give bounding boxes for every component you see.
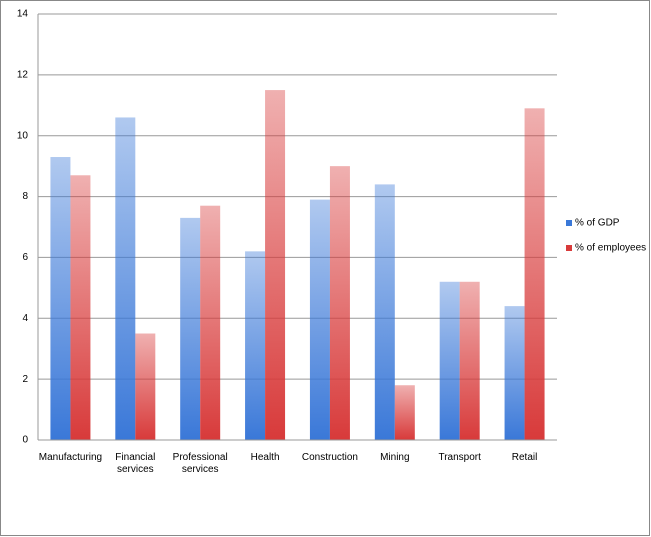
bar bbox=[329, 166, 350, 440]
x-tick-label: Transport bbox=[438, 452, 481, 463]
x-tick-label: Financial services bbox=[115, 452, 156, 475]
bar bbox=[374, 184, 395, 440]
y-tick-label: 2 bbox=[22, 374, 28, 385]
bar bbox=[309, 199, 330, 440]
legend-label: % of employees bbox=[575, 243, 646, 254]
legend-label: % of GDP bbox=[575, 218, 620, 229]
y-tick-label: 12 bbox=[17, 69, 29, 80]
bar bbox=[115, 117, 136, 440]
x-tick-label: Professional services bbox=[172, 452, 228, 475]
y-tick-label: 8 bbox=[22, 191, 28, 202]
legend-swatch bbox=[566, 220, 572, 226]
bar bbox=[524, 108, 545, 440]
bar bbox=[180, 217, 201, 440]
x-tick-label: Construction bbox=[301, 452, 358, 463]
bar bbox=[504, 306, 525, 440]
bar bbox=[394, 385, 415, 440]
bar bbox=[50, 157, 71, 440]
bar bbox=[265, 90, 286, 441]
bar bbox=[70, 175, 91, 440]
bar bbox=[200, 205, 221, 440]
y-tick-label: 14 bbox=[17, 9, 29, 20]
bar bbox=[135, 333, 156, 440]
y-tick-label: 0 bbox=[22, 435, 28, 446]
x-tick-label: Mining bbox=[380, 452, 410, 463]
x-tick-label: Retail bbox=[511, 452, 538, 463]
legend-swatch bbox=[566, 245, 572, 251]
bar bbox=[439, 281, 460, 440]
x-tick-label: Manufacturing bbox=[38, 452, 103, 463]
y-tick-label: 6 bbox=[22, 252, 28, 263]
bar bbox=[459, 281, 480, 440]
bar bbox=[245, 251, 266, 440]
y-tick-label: 4 bbox=[22, 313, 28, 324]
x-tick-label: Health bbox=[250, 452, 280, 463]
y-tick-label: 10 bbox=[17, 130, 29, 141]
